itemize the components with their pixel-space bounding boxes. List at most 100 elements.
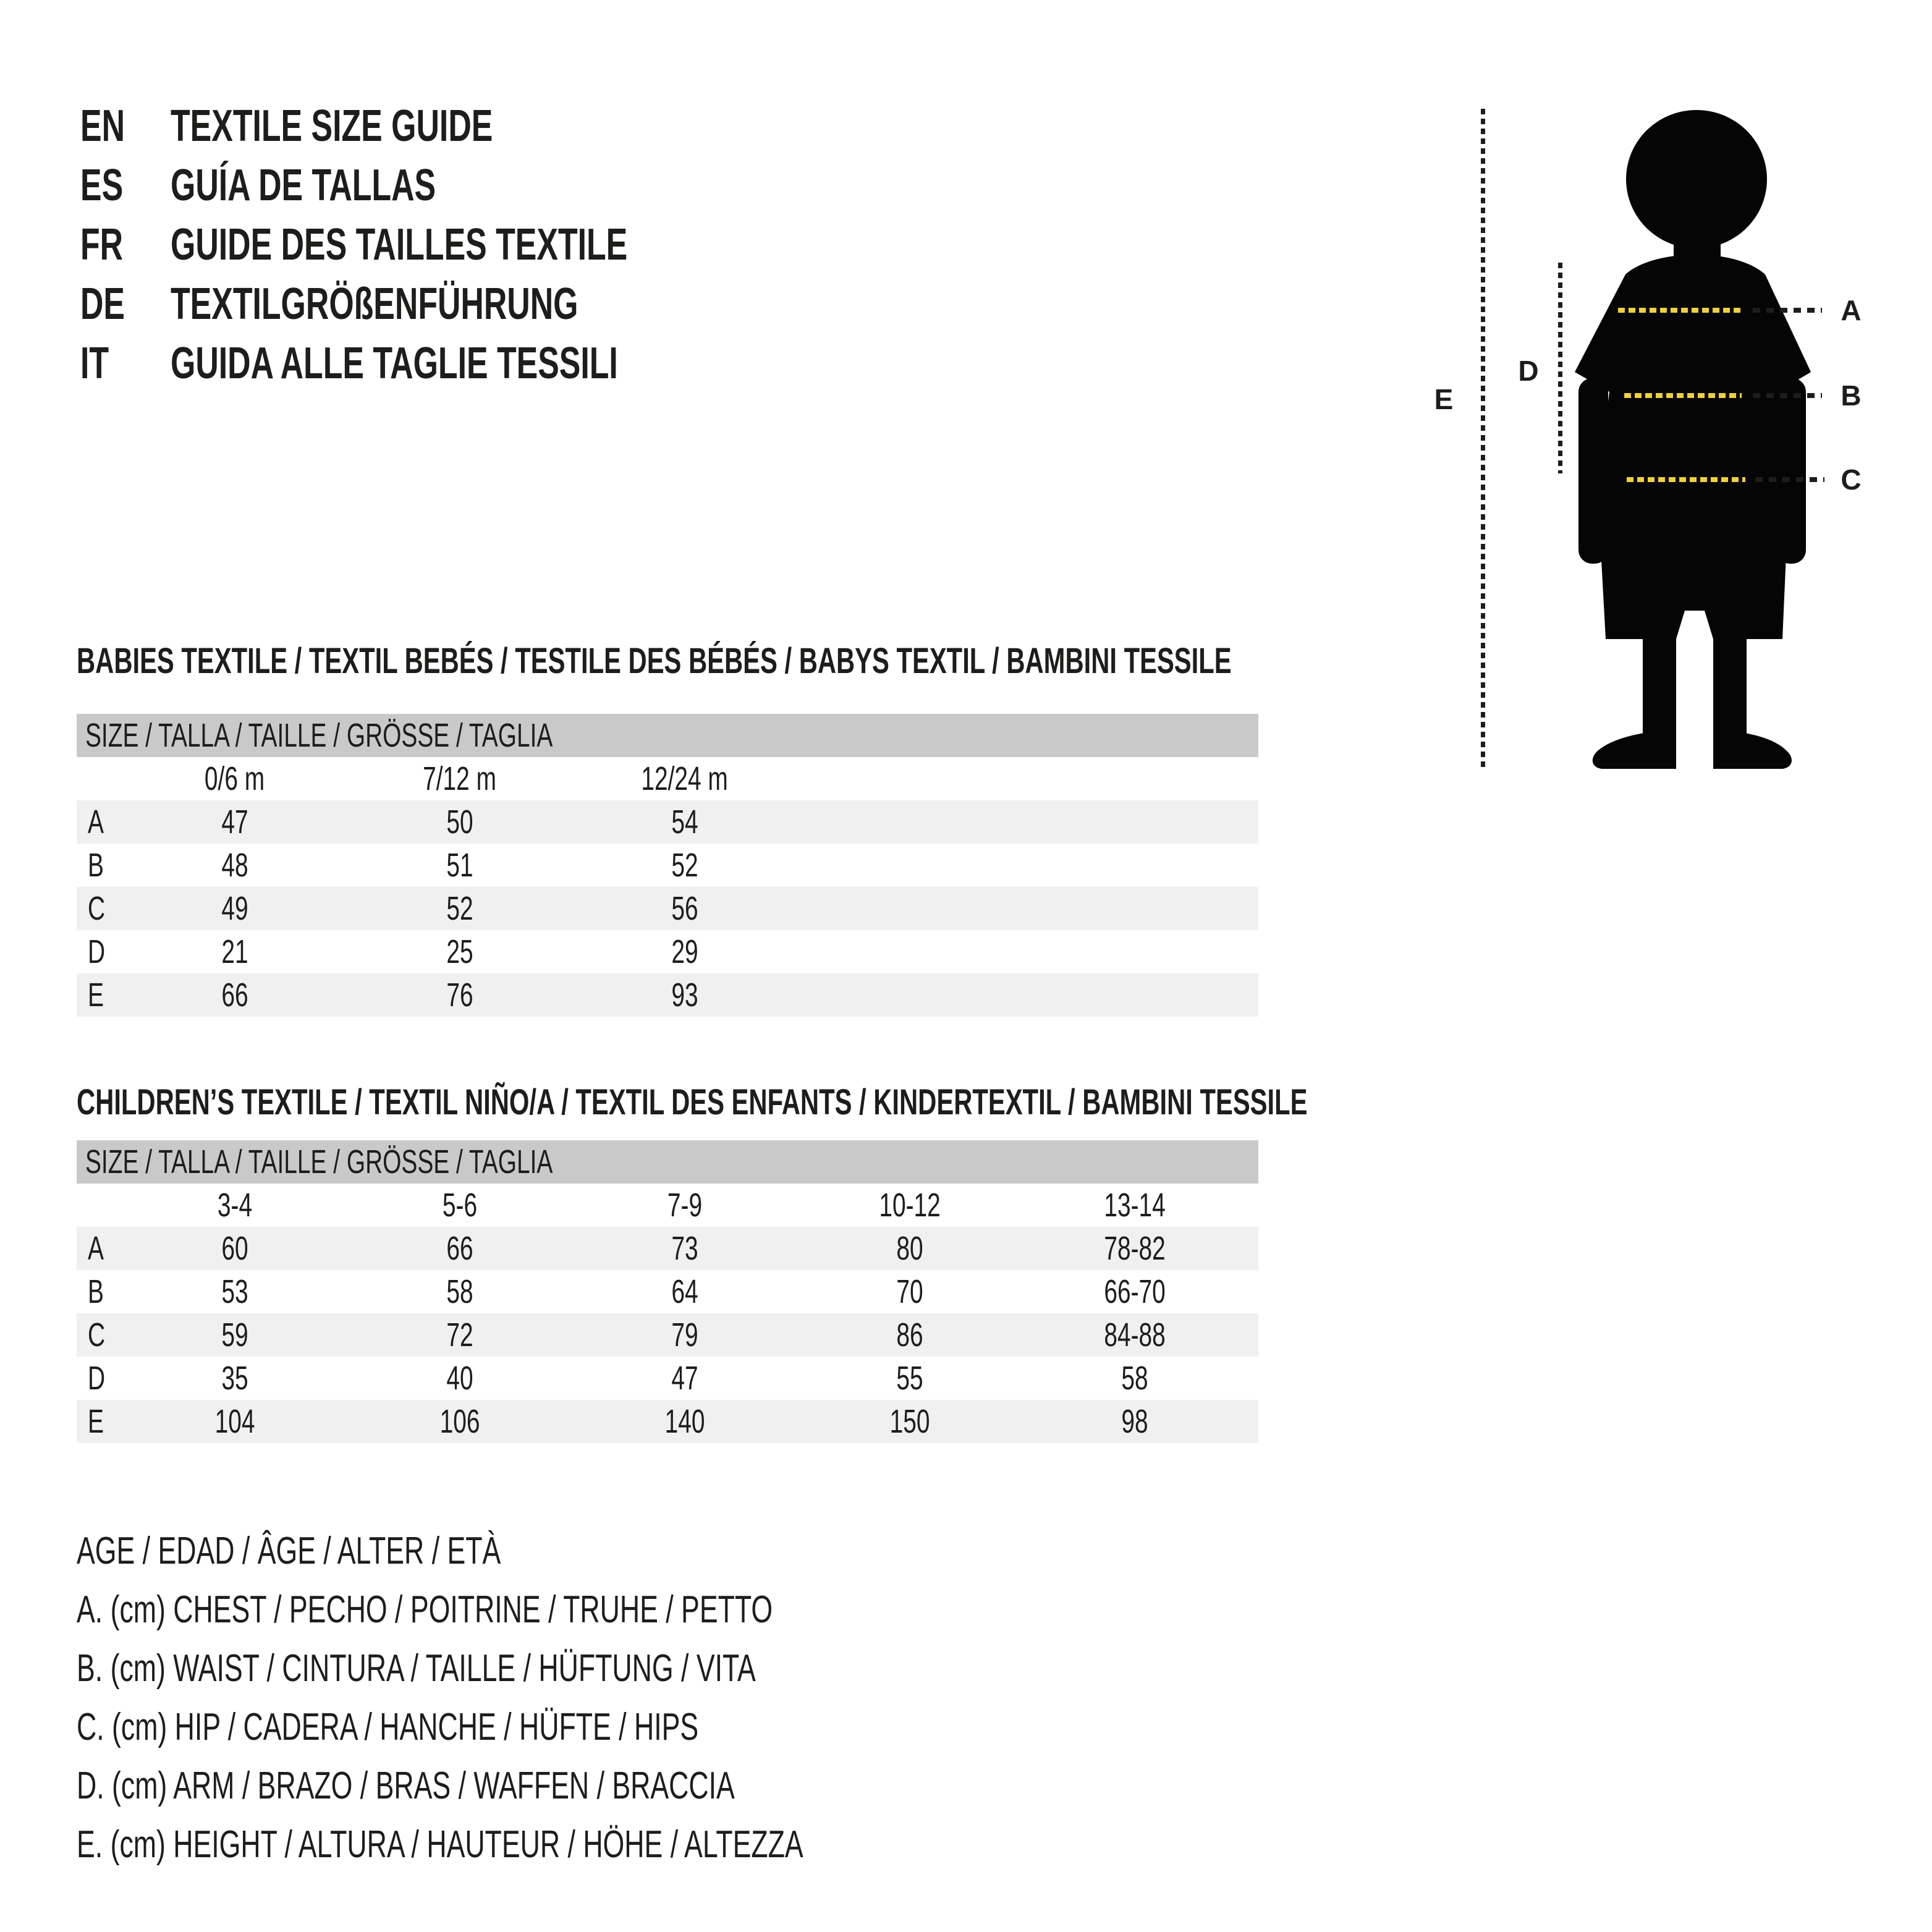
legend-line-chest: A. (cm) CHEST / PECHO / POITRINE / TRUHE… [77, 1580, 1086, 1639]
child-silhouette-image [1575, 110, 1811, 769]
column-header: 0/6 m [205, 760, 265, 797]
silhouette-leg-right [1713, 638, 1747, 738]
children-table: SIZE / TALLA / TAILLE / GRÖSSE / TAGLIA … [77, 1140, 1258, 1443]
legend-text: B. (cm) WAIST / CINTURA / TAILLE / HÜFTU… [77, 1647, 756, 1690]
column-header: 7-9 [667, 1187, 703, 1224]
column-header: 13-14 [1104, 1187, 1166, 1224]
measurement-legend: AGE / EDAD / ÂGE / ALTER / ETÀ A. (cm) C… [77, 1522, 1086, 1874]
size-cell: 48 [221, 847, 248, 884]
row-label: B [88, 847, 104, 884]
size-cell: 66-70 [1104, 1273, 1166, 1310]
row-label: C [88, 1316, 106, 1354]
size-cell: 84-88 [1104, 1316, 1166, 1354]
size-cell: 52 [446, 890, 473, 927]
legend-line-waist: B. (cm) WAIST / CINTURA / TAILLE / HÜFTU… [77, 1639, 1086, 1698]
size-cell: 93 [671, 977, 698, 1014]
silhouette-shorts [1599, 527, 1787, 639]
table-row: C 59 72 79 86 84-88 [77, 1313, 1258, 1357]
silhouette-leg-left [1643, 638, 1676, 738]
size-header-label: SIZE / TALLA / TAILLE / GRÖSSE / TAGLIA [85, 1143, 553, 1180]
silhouette-shoe-left [1592, 731, 1676, 769]
legend-text: E. (cm) HEIGHT / ALTURA / HAUTEUR / HÖHE… [77, 1823, 803, 1866]
language-code: EN [80, 101, 125, 151]
size-cell: 60 [221, 1230, 248, 1267]
size-cell: 35 [221, 1360, 248, 1397]
height-measure-line [1481, 109, 1485, 769]
chest-label: A [1841, 294, 1862, 326]
language-row-en: EN TEXTILE SIZE GUIDE [80, 96, 805, 156]
legend-line-height: E. (cm) HEIGHT / ALTURA / HAUTEUR / HÖHE… [77, 1815, 1086, 1874]
silhouette-arm-left [1578, 378, 1608, 564]
size-cell: 50 [446, 803, 473, 841]
silhouette-arm-right [1776, 378, 1806, 564]
size-cell: 55 [896, 1360, 923, 1397]
size-cell: 76 [446, 977, 473, 1014]
column-header: 12/24 m [641, 760, 729, 797]
table-row: D 35 40 47 55 58 [77, 1357, 1258, 1400]
language-title: TEXTILGRÖßENFÜHRUNG [171, 279, 578, 329]
row-label: B [88, 1273, 104, 1310]
size-cell: 40 [446, 1360, 473, 1397]
size-cell: 80 [896, 1230, 923, 1267]
size-cell: 78-82 [1104, 1230, 1166, 1267]
table-row: E 66 76 93 [77, 973, 1258, 1017]
hip-measure-line-black [1755, 477, 1824, 482]
column-header: 3-4 [217, 1187, 253, 1224]
table-row: D 21 25 29 [77, 930, 1258, 973]
language-title-list: EN TEXTILE SIZE GUIDE ES GUÍA DE TALLAS … [80, 96, 805, 393]
language-row-de: DE TEXTILGRÖßENFÜHRUNG [80, 274, 805, 334]
size-header-bar: SIZE / TALLA / TAILLE / GRÖSSE / TAGLIA [77, 1140, 1258, 1184]
size-cell: 58 [446, 1273, 473, 1310]
row-label: D [88, 1360, 106, 1397]
size-cell: 59 [221, 1316, 248, 1354]
language-row-it: IT GUIDA ALLE TAGLIE TESSILI [80, 334, 805, 393]
waist-measure-line-black [1753, 393, 1822, 398]
size-cell: 51 [446, 847, 473, 884]
size-cell: 53 [221, 1273, 248, 1310]
language-code: IT [80, 339, 109, 388]
legend-line-arm: D. (cm) ARM / BRAZO / BRAS / WAFFEN / BR… [77, 1756, 1086, 1815]
size-cell: 52 [671, 847, 698, 884]
silhouette-shoe-right [1713, 731, 1792, 769]
language-title: GUIDA ALLE TAGLIE TESSILI [171, 339, 618, 388]
legend-text: D. (cm) ARM / BRAZO / BRAS / WAFFEN / BR… [77, 1765, 735, 1807]
size-header-label: SIZE / TALLA / TAILLE / GRÖSSE / TAGLIA [85, 717, 553, 754]
height-label: E [1434, 383, 1454, 415]
size-cell: 66 [446, 1230, 473, 1267]
waist-measure-line-yellow [1624, 393, 1742, 398]
waist-label: B [1841, 379, 1862, 412]
table-row: B 53 58 64 70 66-70 [77, 1270, 1258, 1313]
table-row: A 47 50 54 [77, 800, 1258, 844]
table-row: C 49 52 56 [77, 887, 1258, 930]
legend-text: AGE / EDAD / ÂGE / ALTER / ETÀ [77, 1530, 501, 1572]
legend-line-hip: C. (cm) HIP / CADERA / HANCHE / HÜFTE / … [77, 1698, 1086, 1756]
chest-measure-line-black [1753, 308, 1822, 313]
row-label: D [88, 933, 106, 970]
size-cell: 72 [446, 1316, 473, 1354]
size-cell: 21 [221, 933, 248, 970]
table-row: A 60 66 73 80 78-82 [77, 1227, 1258, 1270]
size-cell: 70 [896, 1273, 923, 1310]
legend-text: A. (cm) CHEST / PECHO / POITRINE / TRUHE… [77, 1588, 773, 1631]
table-row: E 104 106 140 150 98 [77, 1400, 1258, 1443]
row-label: C [88, 890, 106, 927]
column-header-row: 0/6 m 7/12 m 12/24 m [77, 757, 1258, 800]
column-header-row: 3-4 5-6 7-9 10-12 13-14 [77, 1184, 1258, 1227]
babies-table: SIZE / TALLA / TAILLE / GRÖSSE / TAGLIA … [77, 714, 1258, 1017]
language-row-fr: FR GUIDE DES TAILLES TEXTILE [80, 215, 805, 274]
size-cell: 106 [439, 1403, 480, 1440]
language-row-es: ES GUÍA DE TALLAS [80, 156, 805, 215]
row-label: A [88, 1230, 104, 1267]
column-header: 10-12 [879, 1187, 941, 1224]
size-cell: 58 [1121, 1360, 1148, 1397]
babies-section-title: BABIES TEXTILE / TEXTIL BEBÉS / TESTILE … [77, 641, 1232, 681]
arm-measure-line [1558, 263, 1562, 473]
size-cell: 98 [1121, 1403, 1148, 1440]
size-cell: 79 [671, 1316, 698, 1354]
legend-line-age: AGE / EDAD / ÂGE / ALTER / ETÀ [77, 1522, 1086, 1580]
size-header-bar: SIZE / TALLA / TAILLE / GRÖSSE / TAGLIA [77, 714, 1258, 757]
size-cell: 54 [671, 803, 698, 841]
size-cell: 150 [889, 1403, 930, 1440]
size-cell: 64 [671, 1273, 698, 1310]
language-title: GUIDE DES TAILLES TEXTILE [171, 220, 628, 269]
